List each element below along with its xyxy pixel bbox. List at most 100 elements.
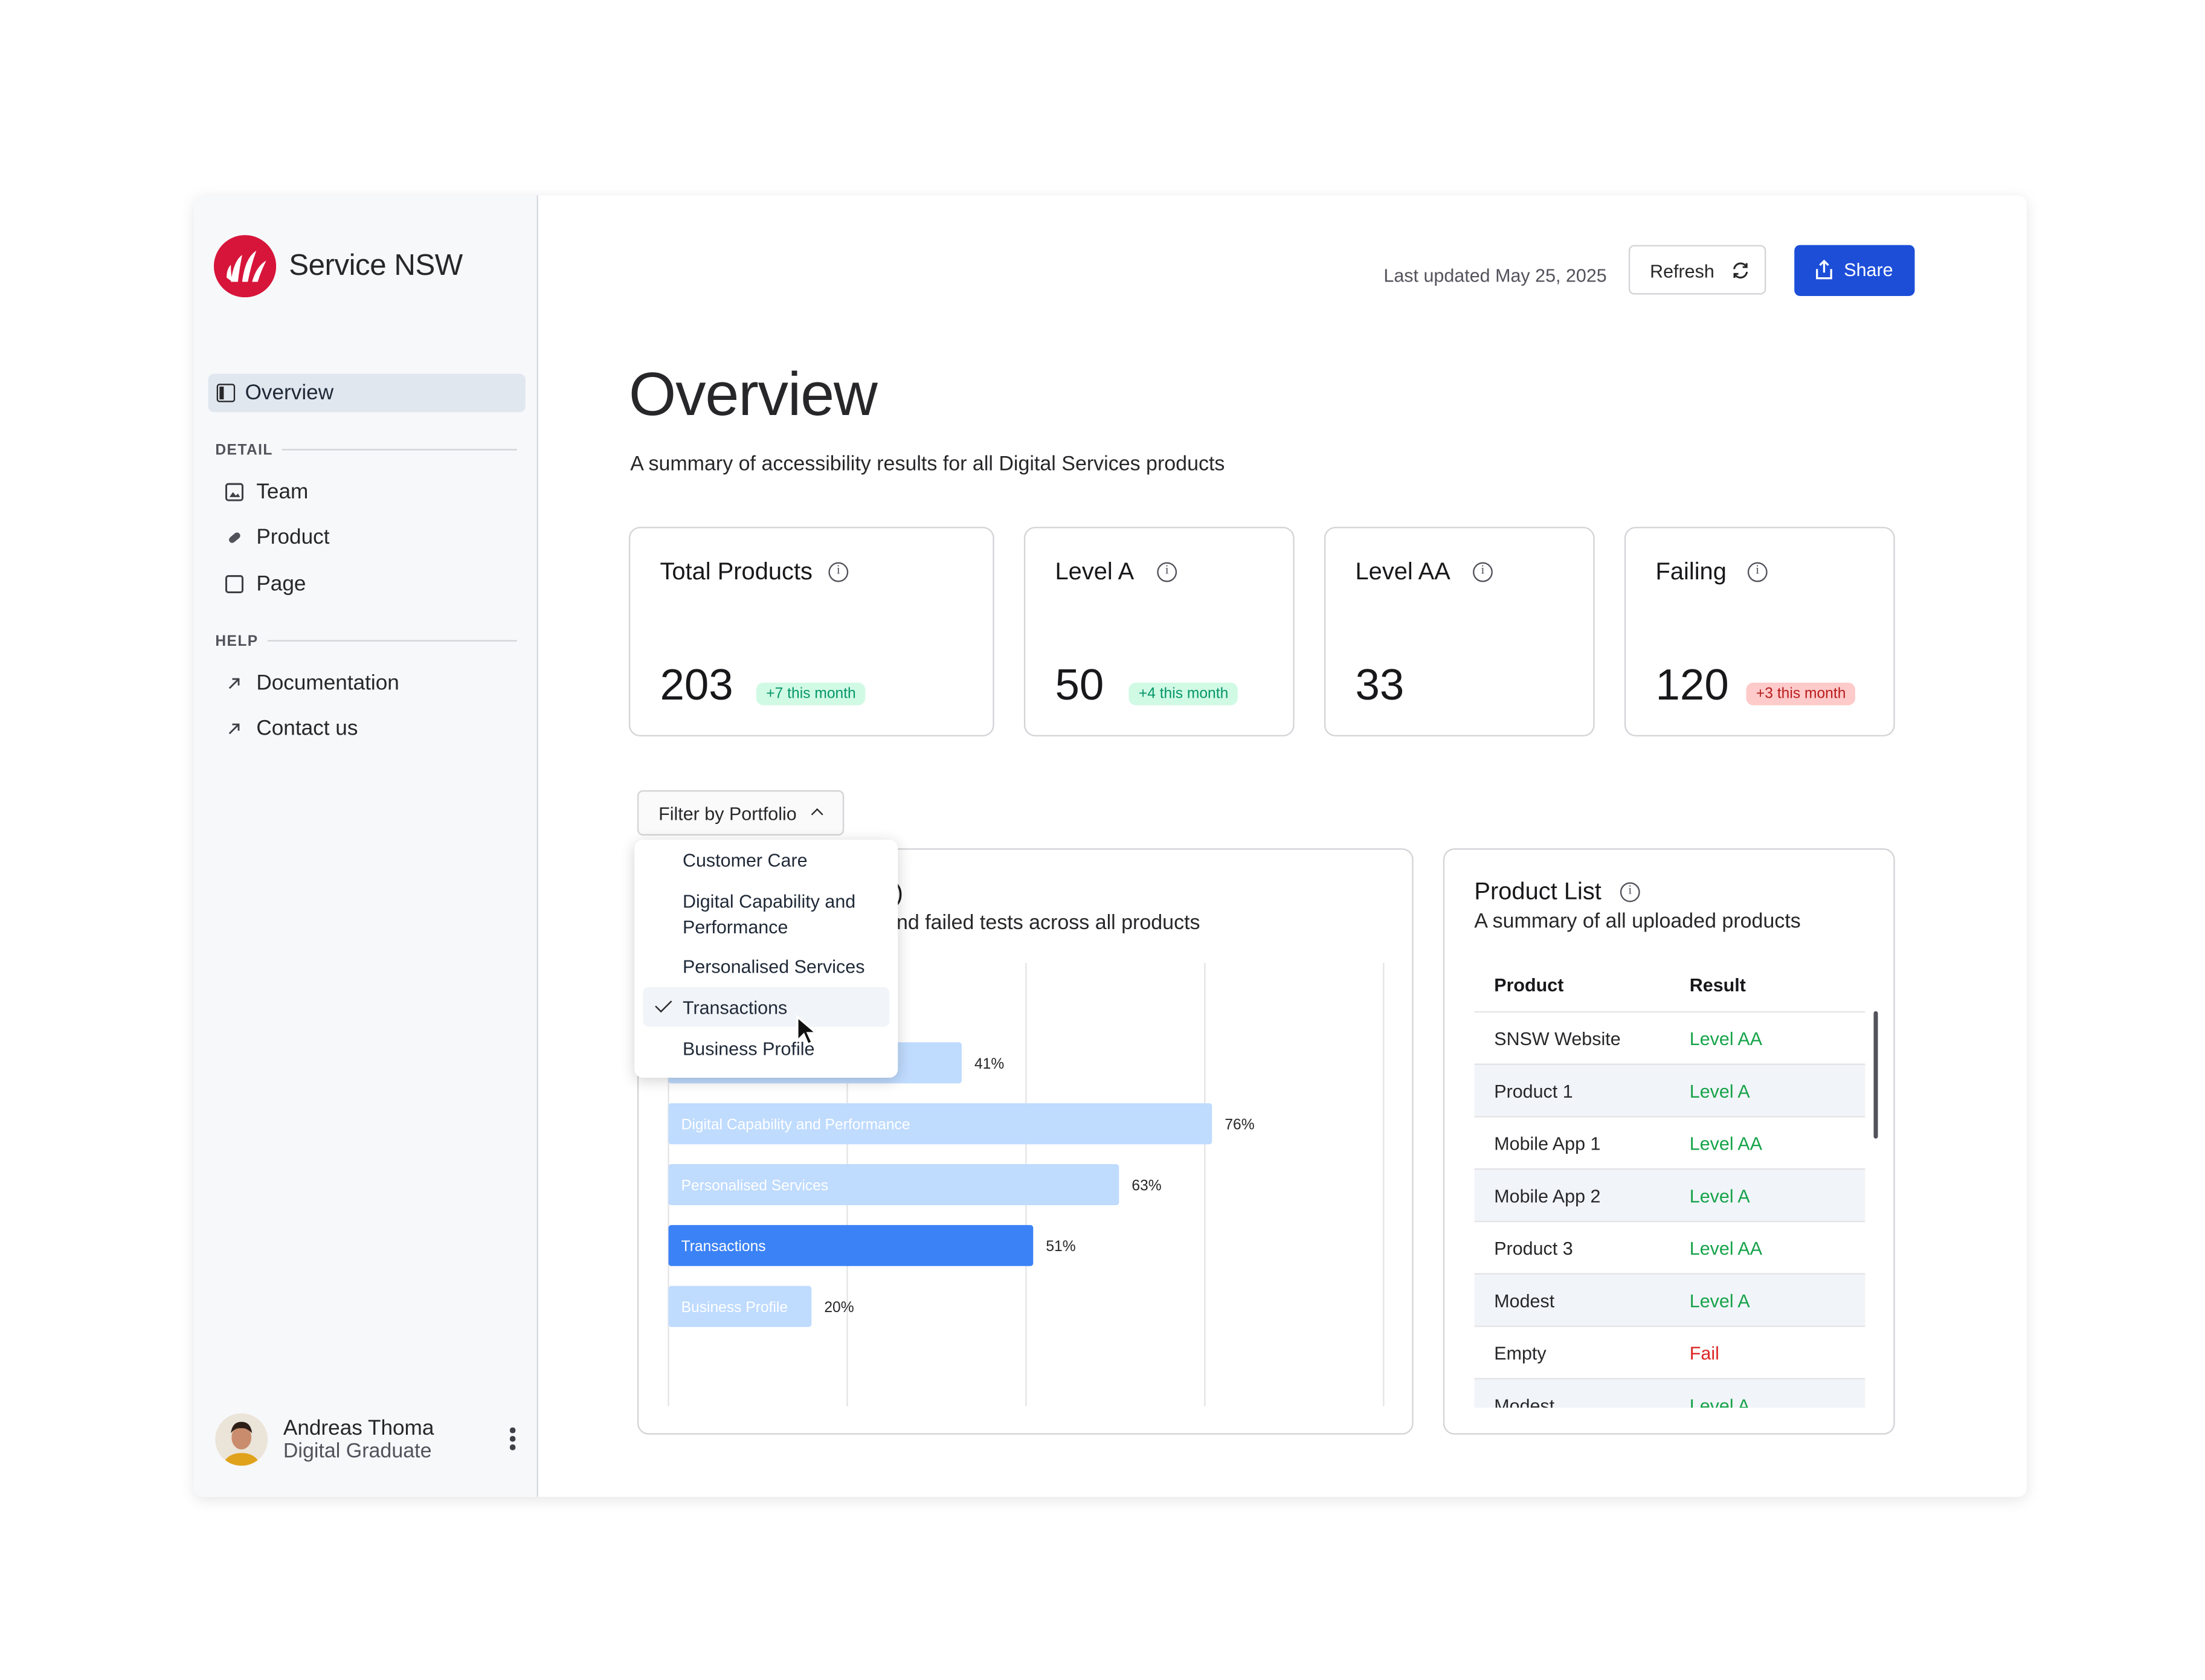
table-row[interactable]: Modest Level A [1474,1273,1865,1326]
table-row[interactable]: Mobile App 2 Level A [1474,1168,1865,1221]
bar-category-label: Business Profile [681,1299,788,1316]
bar[interactable] [668,1225,1034,1266]
stat-value: 203 [660,660,733,710]
result-cell: Level A [1689,1290,1750,1311]
product-name-cell: Modest [1494,1290,1555,1311]
dropdown-item-transactions[interactable]: Transactions [682,997,788,1019]
product-name-cell: Product 3 [1494,1237,1573,1260]
filter-by-portfolio-button[interactable]: Filter by Portfolio [637,790,845,836]
sidebar-item-label: Documentation [256,671,399,696]
portfolio-dropdown-menu: Customer Care Digital Capability and Per… [634,840,898,1078]
dropdown-item-personalised-services[interactable]: Personalised Services [682,956,865,977]
sidebar-item-label: Page [256,572,306,596]
result-cell: Fail [1689,1342,1719,1364]
share-label: Share [1844,259,1893,281]
result-cell: Level AA [1689,1028,1763,1050]
column-header-result[interactable]: Result [1689,974,1746,996]
dropdown-item-customer-care[interactable]: Customer Care [682,849,808,871]
info-icon[interactable] [1157,562,1177,582]
product-table-body: SNSW Website Level AA Product 1 Level A Mobi… [1474,1011,1865,1408]
stat-value: 120 [1655,660,1729,710]
result-cell: Level A [1689,1080,1750,1102]
info-icon[interactable] [1473,562,1493,582]
dropdown-item-digital-capability[interactable]: Digital Capability and Performance [682,890,856,938]
sidebar-item-overview[interactable]: Overview [208,373,526,413]
bar[interactable] [668,1286,812,1327]
bar-value-label: 20% [824,1299,854,1316]
product-list-title: Product List [1474,878,1601,906]
table-row[interactable]: Product 1 Level A [1474,1063,1865,1116]
result-cell: Level A [1689,1395,1750,1408]
user-name: Andreas Thoma [283,1416,434,1441]
arrow-up-right-icon [228,678,240,689]
bar-value-label: 51% [1046,1238,1075,1255]
sidebar-item-label: Overview [245,381,334,405]
table-row[interactable]: Empty Fail [1474,1325,1865,1378]
table-row[interactable]: SNSW Website Level AA [1474,1011,1865,1064]
stat-card-level-aa: Level AA 33 [1324,527,1595,737]
sidebar-item-label: Team [256,480,309,504]
page-title: Overview [628,361,878,430]
avatar-image [215,1413,268,1466]
sidebar-item-product[interactable]: Product [225,523,523,554]
stat-value: 50 [1055,660,1104,710]
dropdown-item-business-profile[interactable]: Business Profile [682,1038,815,1060]
bar-category-label: Personalised Services [681,1177,828,1194]
filter-label: Filter by Portfolio [658,803,797,825]
overview-icon [216,384,236,402]
share-button[interactable]: Share [1794,245,1915,296]
product-name-cell: Modest [1494,1395,1555,1408]
table-row[interactable]: Mobile App 1 Level AA [1474,1116,1865,1168]
arrow-up-right-icon [228,723,240,735]
more-options-icon[interactable] [509,1427,517,1453]
sidebar-item-page[interactable]: Page [225,569,523,600]
bar[interactable] [668,1103,1212,1145]
info-icon[interactable] [1747,562,1768,582]
info-icon[interactable] [828,562,849,582]
table-row[interactable]: Modest Level A [1474,1378,1865,1408]
section-label-detail: DETAIL [215,442,273,459]
page-subtitle: A summary of accessibility results for a… [630,453,1225,476]
service-nsw-logo [213,235,277,298]
sidebar-item-contact-us[interactable]: Contact us [225,714,523,745]
refresh-button[interactable]: Refresh [1628,245,1766,295]
divider [268,640,517,642]
share-icon [1816,259,1832,280]
stat-title: Failing [1655,558,1727,585]
chevron-up-icon [811,808,823,820]
product-name-cell: SNSW Website [1494,1028,1621,1050]
table-row[interactable]: Product 3 Level AA [1474,1220,1865,1273]
sidebar: Service NSW Overview DETAIL Team Product [194,195,538,1497]
bar-value-label: 63% [1131,1177,1161,1194]
product-name-cell: Product 1 [1494,1080,1573,1102]
info-icon[interactable] [1620,882,1640,903]
last-updated-text: Last updated May 25, 2025 [1383,265,1607,286]
avatar[interactable] [215,1413,268,1466]
chart-subtitle: nd failed tests across all products [896,912,1200,935]
bar-value-label: 76% [1225,1117,1254,1133]
scrollbar[interactable] [1873,1011,1878,1139]
stat-card-level-a: Level A 50 +4 this month [1023,527,1295,737]
dropdown-selected-highlight [643,986,890,1027]
product-name-cell: Mobile App 2 [1494,1185,1601,1207]
app-window: Service NSW Overview DETAIL Team Product [194,195,2027,1497]
brand-name: Service NSW [289,249,463,282]
sidebar-item-team[interactable]: Team [225,477,523,509]
stat-card-total-products: Total Products 203 +7 this month [628,527,994,737]
refresh-label: Refresh [1650,260,1714,282]
sidebar-item-documentation[interactable]: Documentation [225,669,523,700]
column-header-product[interactable]: Product [1494,974,1564,996]
stat-card-failing: Failing 120 +3 this month [1624,527,1895,737]
refresh-icon [1733,262,1748,279]
bar[interactable] [668,1164,1119,1205]
product-name-cell: Mobile App 1 [1494,1133,1601,1154]
bar-value-label: 41% [974,1056,1004,1072]
bar-category-label: Digital Capability and Performance [681,1117,910,1133]
sidebar-item-label: Contact us [256,716,358,741]
section-label-help: HELP [215,632,259,651]
result-cell: Level AA [1689,1237,1763,1260]
divider [282,449,517,451]
status-badge: +7 this month [756,682,866,706]
result-cell: Level A [1689,1185,1750,1207]
